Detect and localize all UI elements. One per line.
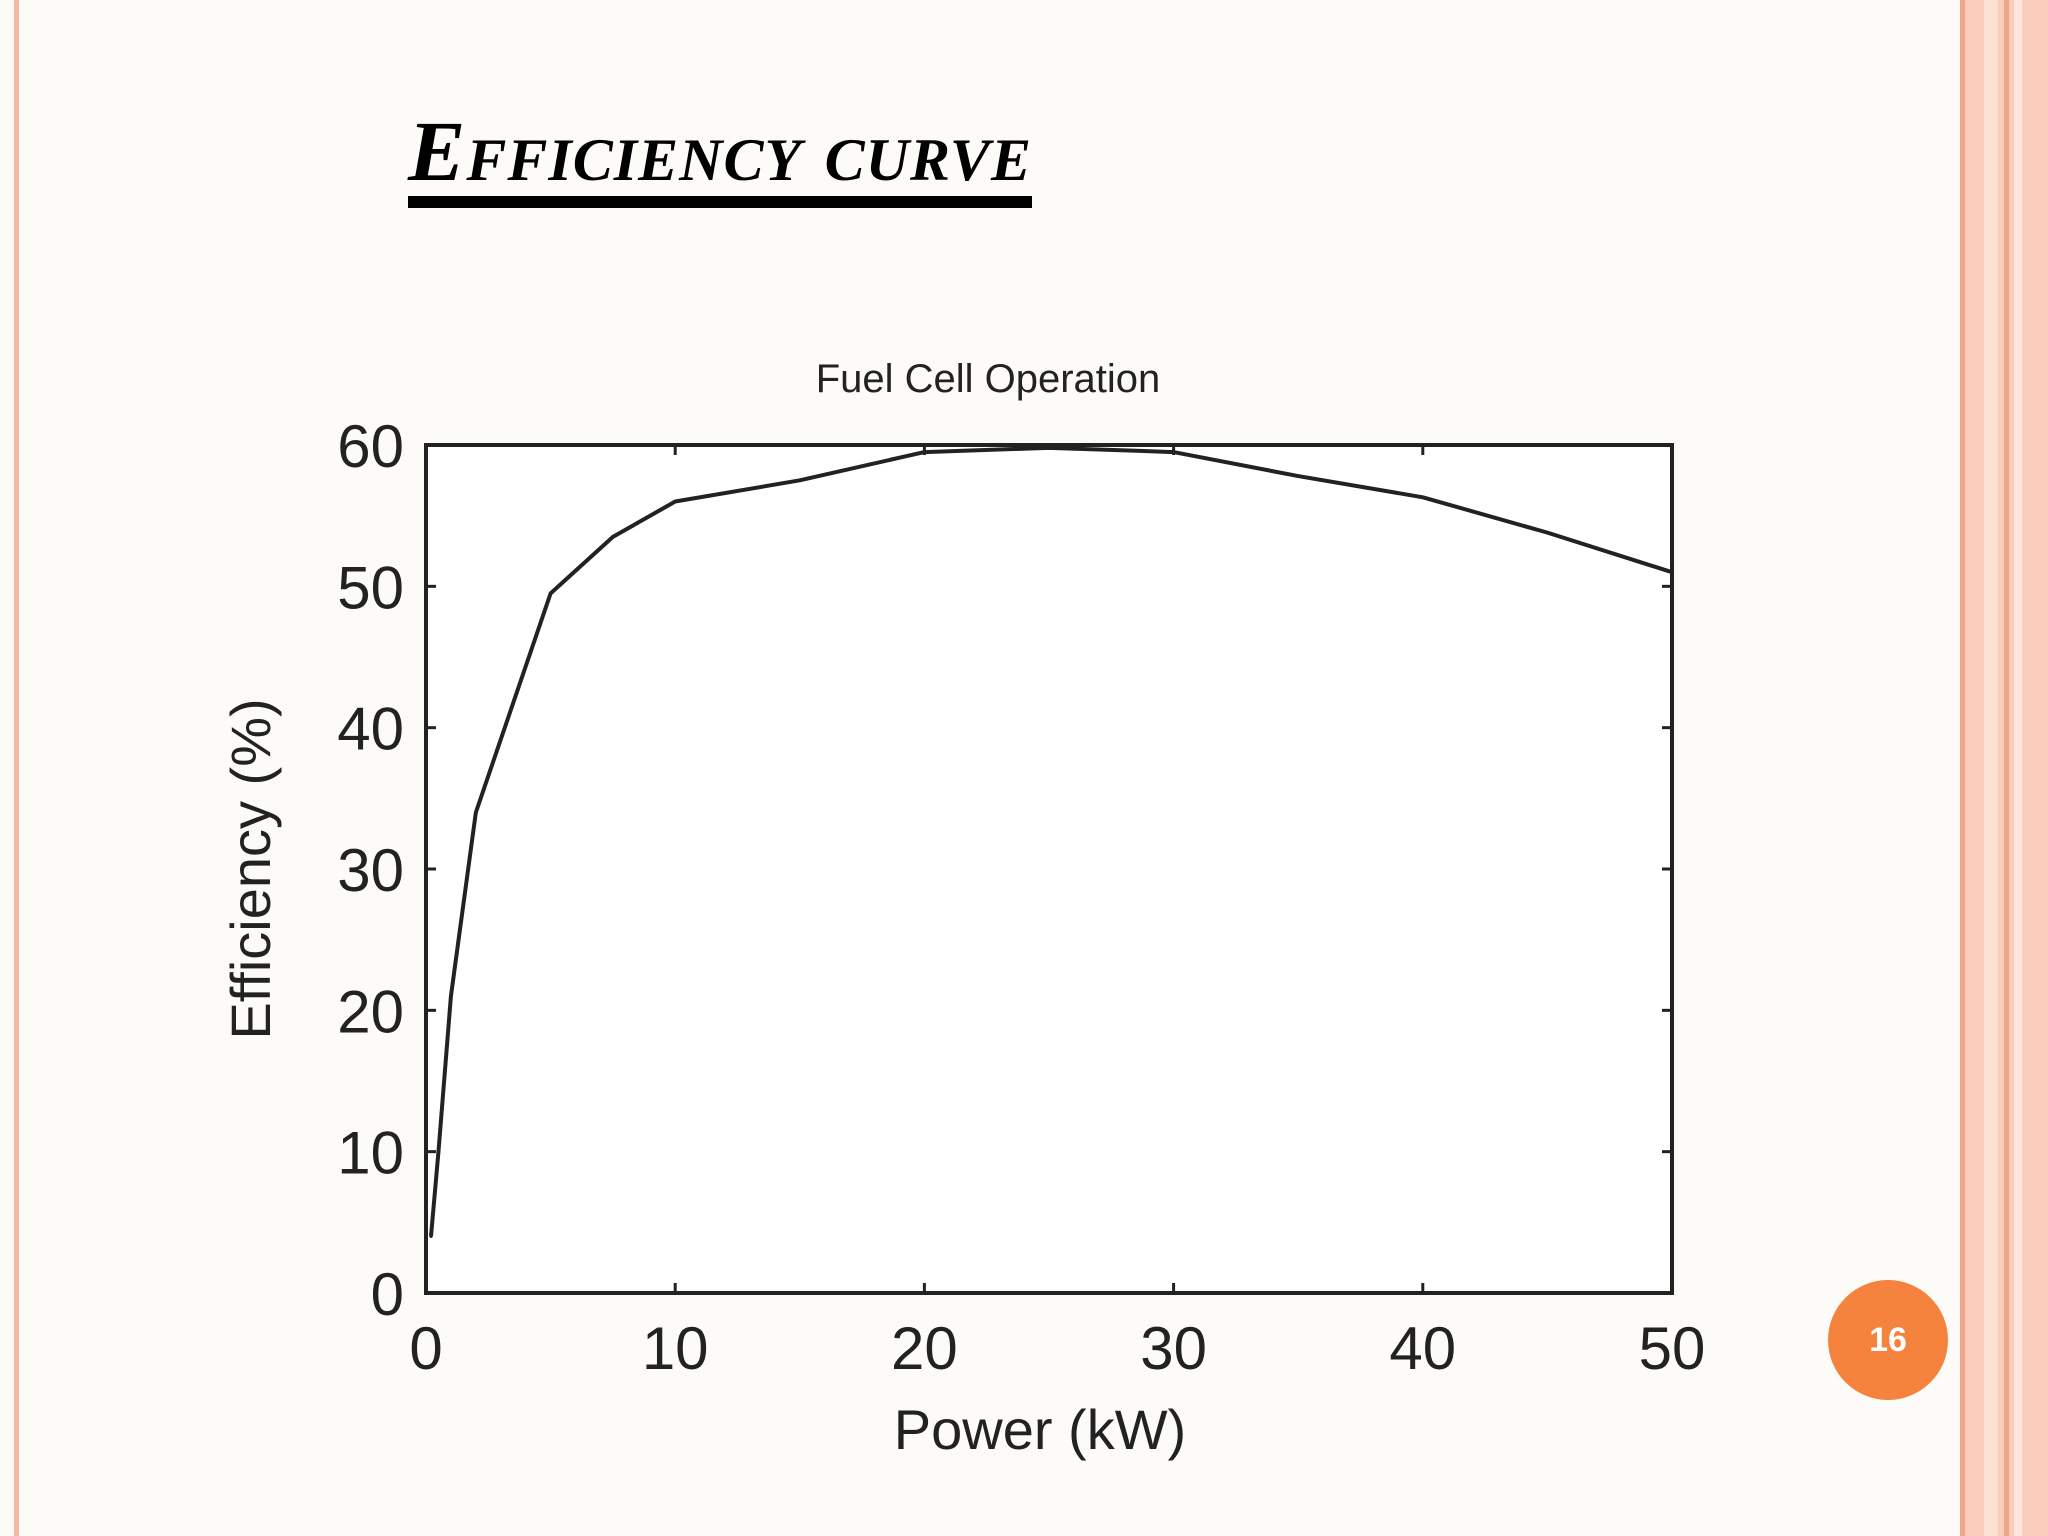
axis-ticks <box>424 443 1674 1295</box>
data-point <box>1296 474 1300 478</box>
y-tick-label: 30 <box>337 837 404 904</box>
chart-title: Fuel Cell Operation <box>816 357 1161 401</box>
border-stripe <box>2014 0 2022 1536</box>
y-tick-label: 40 <box>337 696 404 763</box>
data-point <box>1047 446 1051 450</box>
x-axis-tick-labels: 0 10 20 30 40 50 <box>409 1315 1705 1382</box>
data-point <box>1421 495 1425 499</box>
slide-right-border <box>1960 0 2048 1536</box>
plot-area-frame <box>424 443 1674 1295</box>
y-axis-label: Efficiency (%) <box>219 698 282 1039</box>
border-stripe <box>1960 0 1965 1536</box>
slide-title: Efficiency curve <box>408 108 1032 208</box>
border-stripe <box>1984 0 1998 1536</box>
data-point <box>673 500 677 504</box>
y-tick-label: 20 <box>337 978 404 1045</box>
data-point <box>1670 570 1674 574</box>
data-point <box>611 535 615 539</box>
x-tick-label: 50 <box>1639 1315 1706 1382</box>
data-point <box>436 1150 440 1154</box>
y-tick-label: 60 <box>337 413 404 480</box>
page-number-badge: 16 <box>1828 1280 1948 1400</box>
x-tick-label: 0 <box>409 1315 442 1382</box>
x-tick-label: 40 <box>1389 1315 1456 1382</box>
data-point <box>449 994 453 998</box>
y-tick-label: 0 <box>371 1261 404 1328</box>
data-point <box>922 450 926 454</box>
x-tick-label: 20 <box>891 1315 958 1382</box>
series-layer <box>428 445 1674 1238</box>
border-stripe <box>2004 0 2009 1536</box>
data-point <box>429 1234 433 1238</box>
x-tick-label: 10 <box>642 1315 709 1382</box>
slide-left-border <box>14 0 19 1536</box>
y-tick-label: 50 <box>337 554 404 621</box>
data-point <box>1172 450 1176 454</box>
data-point <box>474 810 478 814</box>
x-axis-label: Power (kW) <box>894 1398 1186 1461</box>
y-axis-tick-labels: 0 10 20 30 40 50 60 <box>337 413 404 1328</box>
y-tick-label: 10 <box>337 1120 404 1187</box>
data-point <box>549 591 553 595</box>
x-tick-label: 30 <box>1140 1315 1207 1382</box>
data-point <box>1545 531 1549 535</box>
data-point <box>798 478 802 482</box>
